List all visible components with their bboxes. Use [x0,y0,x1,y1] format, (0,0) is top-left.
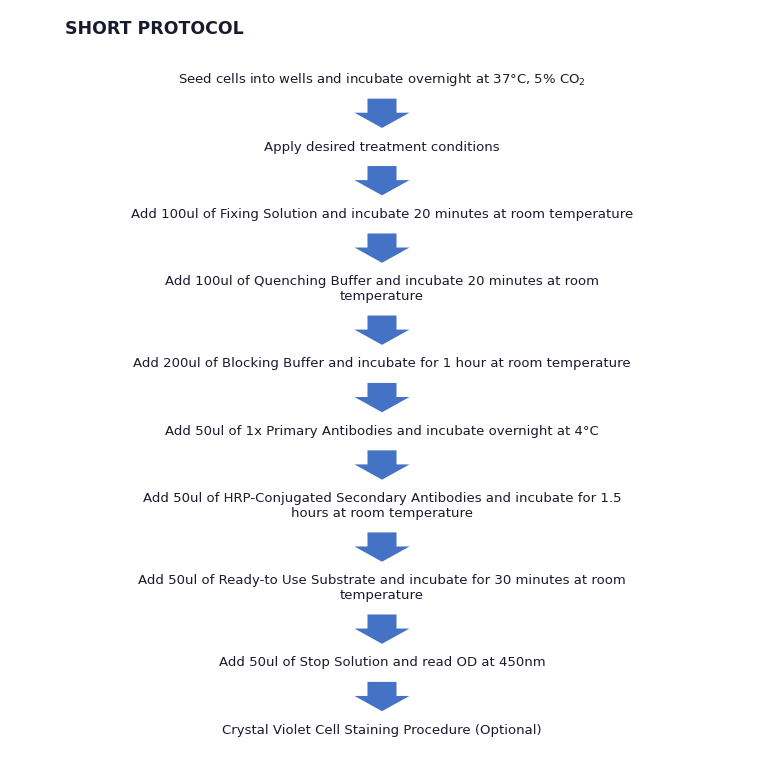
Text: Add 50ul of Ready-to Use Substrate and incubate for 30 minutes at room
temperatu: Add 50ul of Ready-to Use Substrate and i… [138,574,626,602]
Text: Add 200ul of Blocking Buffer and incubate for 1 hour at room temperature: Add 200ul of Blocking Buffer and incubat… [133,358,631,371]
Polygon shape [354,533,410,562]
Polygon shape [354,316,410,345]
Polygon shape [354,614,410,644]
Polygon shape [354,450,410,480]
Text: Crystal Violet Cell Staining Procedure (Optional): Crystal Violet Cell Staining Procedure (… [222,724,542,736]
Text: Seed cells into wells and incubate overnight at 37°C, 5% CO$_2$: Seed cells into wells and incubate overn… [178,71,586,88]
Polygon shape [354,99,410,128]
Polygon shape [354,234,410,263]
Text: Apply des​ired treatment conditions: Apply des​ired treatment conditions [264,141,500,154]
Polygon shape [354,383,410,413]
Polygon shape [354,166,410,196]
Text: SHORT PROTOCOL: SHORT PROTOCOL [65,20,244,38]
Text: Add 100ul of Quenching Buffer and incubate 20 minutes at room
temperature: Add 100ul of Quenching Buffer and incuba… [165,275,599,303]
Text: Add 50ul of Stop Solution and read OD at 450nm: Add 50ul of Stop Solution and read OD at… [219,656,545,669]
Text: Add 50ul of HRP-Conjugated Secondary Antibodies and incubate for 1.5
hours at ro: Add 50ul of HRP-Conjugated Secondary Ant… [143,492,621,520]
Text: Add 100ul of Fixing Solution and incubate 20 minutes at room temperature: Add 100ul of Fixing Solution and incubat… [131,208,633,221]
Text: Add 50ul of 1x Primary Antibodies and incubate overnight at 4°C: Add 50ul of 1x Primary Antibodies and in… [165,425,599,438]
Polygon shape [354,682,410,711]
